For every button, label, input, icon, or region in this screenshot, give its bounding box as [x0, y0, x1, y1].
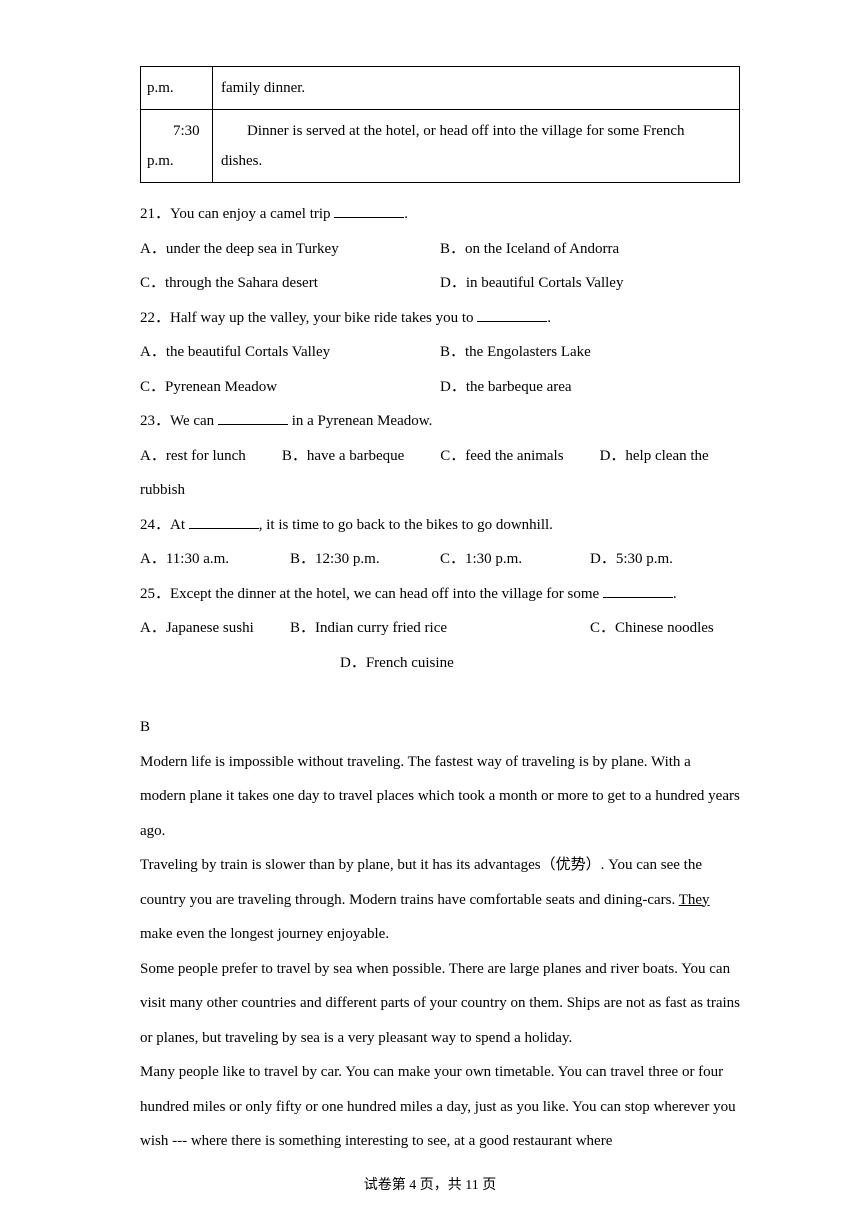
q-pre: ．Except the dinner at the hotel, we can …	[155, 586, 603, 602]
cell-time: 7:30 p.m.	[141, 110, 213, 183]
question-stem: 21．You can enjoy a camel trip .	[140, 197, 740, 232]
blank	[603, 597, 673, 598]
q-pre: ．You can enjoy a camel trip	[155, 206, 334, 222]
options: A．Japanese sushi B．Indian curry fried ri…	[140, 611, 740, 646]
underlined-text: They	[679, 892, 710, 908]
option-c: C．Pyrenean Meadow	[140, 370, 440, 405]
paragraph: Some people prefer to travel by sea when…	[140, 952, 740, 1056]
blank	[189, 528, 259, 529]
q-pre: ．Half way up the valley, your bike ride …	[155, 310, 477, 326]
q-post: , it is time to go back to the bikes to …	[259, 517, 553, 533]
question-21: 21．You can enjoy a camel trip . A．under …	[140, 197, 740, 301]
option-b: B．Indian curry fried rice	[290, 611, 590, 646]
cell-desc: family dinner.	[213, 67, 740, 110]
cell-desc: Dinner is served at the hotel, or head o…	[213, 110, 740, 183]
question-22: 22．Half way up the valley, your bike rid…	[140, 301, 740, 405]
q-post: .	[547, 310, 551, 326]
option-c: C．1:30 p.m.	[440, 542, 590, 577]
table-row: 7:30 p.m. Dinner is served at the hotel,…	[141, 110, 740, 183]
schedule-table: p.m. family dinner. 7:30 p.m. Dinner is …	[140, 66, 740, 183]
para-pre: Traveling by train is slower than by pla…	[140, 857, 702, 908]
option-c: C．feed the animals	[440, 439, 563, 474]
q-pre: ．We can	[155, 413, 218, 429]
option-a: A．rest for lunch	[140, 439, 246, 474]
time-line-1: 7:30	[147, 116, 204, 146]
option-a: A．Japanese sushi	[140, 611, 290, 646]
q-number: 25	[140, 586, 155, 602]
paragraph: Many people like to travel by car. You c…	[140, 1055, 740, 1159]
option-d: D．the barbeque area	[440, 370, 740, 405]
desc-line-2: dishes.	[221, 153, 262, 169]
option-a: A．the beautiful Cortals Valley	[140, 335, 440, 370]
section-b-label: B	[140, 710, 740, 745]
blank	[218, 424, 288, 425]
option-d: D．help clean the	[600, 439, 709, 474]
option-d: D．in beautiful Cortals Valley	[440, 266, 740, 301]
option-a: A．under the deep sea in Turkey	[140, 232, 440, 267]
option-b: B．have a barbeque	[282, 439, 404, 474]
question-23: 23．We can in a Pyrenean Meadow. A．rest f…	[140, 404, 740, 508]
table-row: p.m. family dinner.	[141, 67, 740, 110]
option-b: B．12:30 p.m.	[290, 542, 440, 577]
q-number: 23	[140, 413, 155, 429]
option-a: A．11:30 a.m.	[140, 542, 290, 577]
q-post: .	[404, 206, 408, 222]
time-line-2: p.m.	[147, 153, 174, 169]
option-d: D．French cuisine	[340, 646, 740, 681]
question-24: 24．At , it is time to go back to the bik…	[140, 508, 740, 577]
options: A．11:30 a.m. B．12:30 p.m. C．1:30 p.m. D．…	[140, 542, 740, 577]
question-stem: 23．We can in a Pyrenean Meadow.	[140, 404, 740, 439]
q-pre: ．At	[155, 517, 189, 533]
options: A．rest for lunch B．have a barbeque C．fee…	[140, 439, 740, 474]
para-post: make even the longest journey enjoyable.	[140, 926, 389, 942]
option-b: B．the Engolasters Lake	[440, 335, 740, 370]
page-footer: 试卷第 4 页，共 11 页	[0, 1174, 860, 1194]
q-number: 22	[140, 310, 155, 326]
q-post: .	[673, 586, 677, 602]
option-b: B．on the Iceland of Andorra	[440, 232, 740, 267]
blank	[477, 321, 547, 322]
question-stem: 22．Half way up the valley, your bike rid…	[140, 301, 740, 336]
question-stem: 24．At , it is time to go back to the bik…	[140, 508, 740, 543]
option-d-tail: rubbish	[140, 473, 740, 508]
section-b: B Modern life is impossible without trav…	[140, 710, 740, 1159]
cell-time: p.m.	[141, 67, 213, 110]
question-25: 25．Except the dinner at the hotel, we ca…	[140, 577, 740, 681]
q-number: 21	[140, 206, 155, 222]
options: A．under the deep sea in Turkey B．on the …	[140, 232, 740, 301]
option-d: D．5:30 p.m.	[590, 542, 740, 577]
paragraph: Modern life is impossible without travel…	[140, 745, 740, 849]
option-c: C．Chinese noodles	[590, 611, 740, 646]
option-c: C．through the Sahara desert	[140, 266, 440, 301]
question-stem: 25．Except the dinner at the hotel, we ca…	[140, 577, 740, 612]
options: A．the beautiful Cortals Valley B．the Eng…	[140, 335, 740, 404]
paragraph: Traveling by train is slower than by pla…	[140, 848, 740, 952]
q-post: in a Pyrenean Meadow.	[288, 413, 432, 429]
desc-line-1: Dinner is served at the hotel, or head o…	[221, 116, 731, 146]
q-number: 24	[140, 517, 155, 533]
blank	[334, 217, 404, 218]
